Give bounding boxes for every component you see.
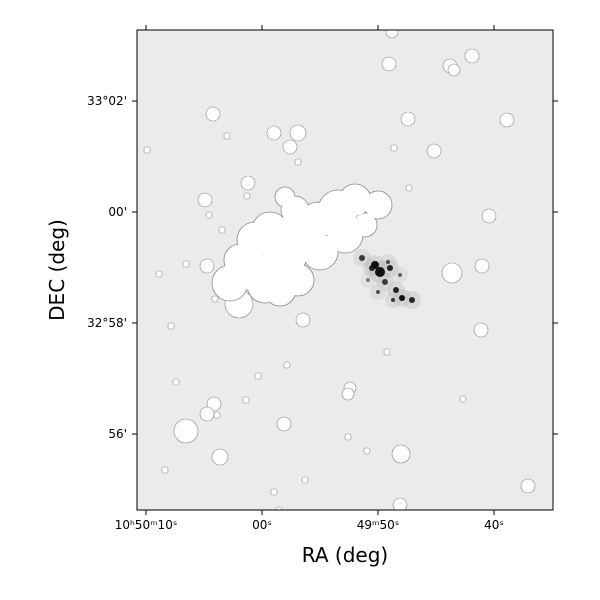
star-mask [385, 30, 399, 39]
star-mask [242, 396, 250, 404]
star-mask [499, 112, 515, 128]
emission-clump [375, 267, 385, 277]
star-mask [283, 361, 291, 369]
star-mask [155, 270, 163, 278]
star-mask [301, 476, 309, 484]
star-mask [390, 144, 398, 152]
star-mask [282, 139, 298, 155]
star-mask [474, 258, 490, 274]
y-tick-label: 33°02' [87, 94, 127, 108]
star-mask [172, 378, 180, 386]
star-mask [392, 497, 408, 510]
star-mask [240, 175, 256, 191]
emission-clump [391, 298, 395, 302]
emission-clump [399, 295, 405, 301]
star-mask [464, 48, 480, 64]
star-mask [197, 192, 213, 208]
galaxy-mask [364, 191, 392, 219]
x-tick-label: 00ˢ [252, 518, 272, 532]
star-mask [391, 444, 411, 464]
star-mask [199, 406, 215, 422]
star-mask [441, 262, 463, 284]
emission-clump [369, 265, 375, 271]
star-mask [289, 124, 307, 142]
frame [136, 29, 554, 511]
star-mask [341, 387, 355, 401]
galaxy-mask [275, 187, 295, 207]
star-mask [205, 106, 221, 122]
galaxy-mask [302, 234, 338, 270]
x-axis-label: RA (deg) [302, 543, 388, 567]
star-mask [405, 184, 413, 192]
star-mask [143, 146, 151, 154]
star-mask [206, 396, 222, 412]
star-mask [459, 395, 467, 403]
emission-clump [387, 265, 393, 271]
star-mask [381, 56, 397, 72]
star-mask [344, 433, 352, 441]
star-mask [211, 448, 229, 466]
star-mask [447, 63, 461, 77]
emission-clump [393, 287, 399, 293]
emission-clump [366, 278, 370, 282]
y-tick-label: 00' [108, 205, 127, 219]
star-mask [473, 322, 489, 338]
star-mask [211, 295, 219, 303]
emission-clump [359, 255, 365, 261]
star-mask [161, 466, 169, 474]
star-mask [167, 322, 175, 330]
star-mask [520, 478, 536, 494]
star-mask [363, 447, 371, 455]
x-tick-label: 10ʰ50ᵐ10ˢ [115, 518, 178, 532]
emission-clump [376, 290, 380, 294]
star-mask [400, 111, 416, 127]
ticks: 10ʰ50ᵐ10ˢ 00ˢ 49ᵐ50ˢ 40ˢ 33°02' 00' 32°58' 56' [87, 25, 558, 532]
emission-clump [398, 273, 402, 277]
star-mask [182, 260, 190, 268]
star-mask [173, 418, 199, 444]
galaxy-mask [353, 213, 377, 237]
y-tick-label: 32°58' [87, 316, 127, 330]
y-tick-label: 56' [108, 427, 127, 441]
star-mask [205, 211, 213, 219]
y-axis-label: DEC (deg) [45, 219, 69, 321]
star-mask [270, 488, 278, 496]
emission-clump [409, 297, 415, 303]
galaxy-mask [252, 212, 288, 248]
star-mask [218, 226, 226, 234]
star-mask [243, 192, 251, 200]
x-tick-label: 40ˢ [484, 518, 504, 532]
galaxy-mask [230, 250, 270, 290]
star-mask [426, 143, 442, 159]
star-mask [223, 132, 231, 140]
star-mask [294, 158, 302, 166]
star-mask [213, 411, 221, 419]
star-mask [199, 258, 215, 274]
star-mask [383, 348, 391, 356]
emission-clump [386, 260, 390, 264]
star-mask [276, 416, 292, 432]
star-mask [295, 312, 311, 328]
emission-clump [382, 279, 388, 285]
x-tick-label: 49ᵐ50ˢ [357, 518, 400, 532]
star-mask [254, 372, 262, 380]
image-content [143, 30, 536, 510]
star-mask [481, 208, 497, 224]
galaxy-mask [339, 184, 371, 216]
star-mask [275, 506, 283, 510]
star-mask [266, 125, 282, 141]
